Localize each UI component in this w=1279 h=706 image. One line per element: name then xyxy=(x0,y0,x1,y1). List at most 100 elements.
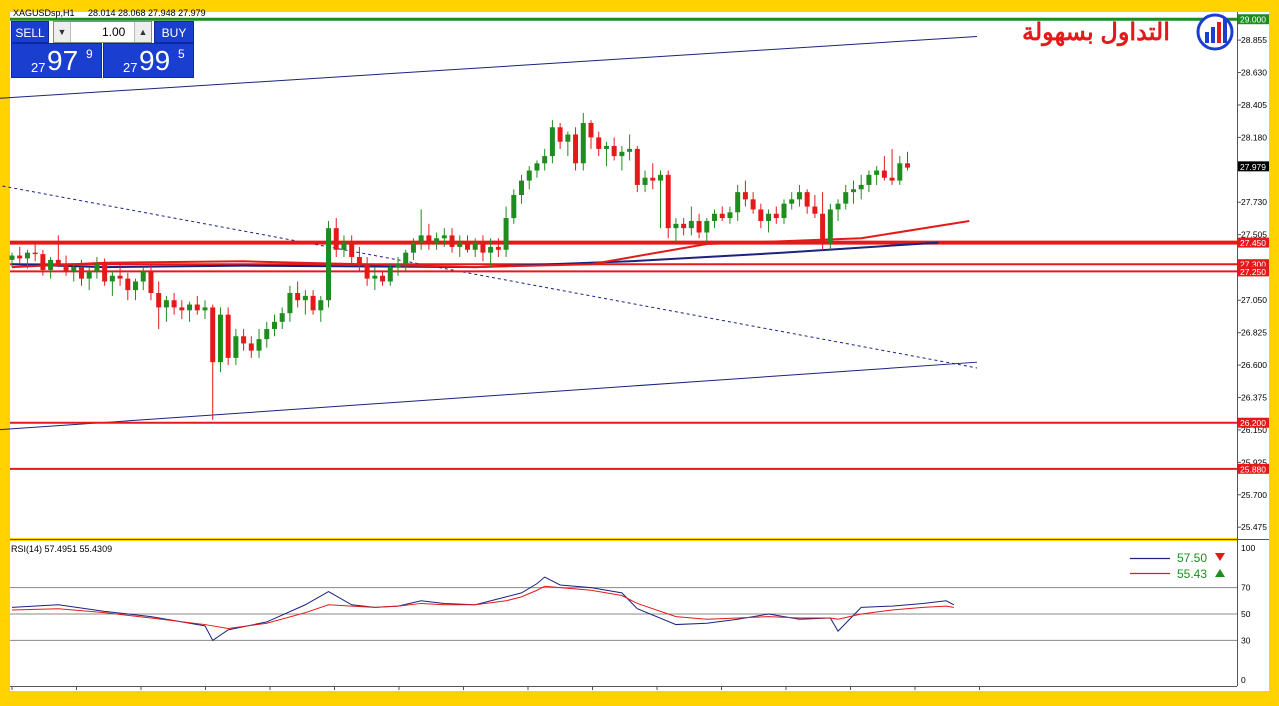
candle-body xyxy=(71,267,77,272)
buy-button[interactable]: BUY xyxy=(154,21,194,43)
candle-body xyxy=(156,293,162,308)
candle-body xyxy=(9,255,15,260)
candle-body xyxy=(333,228,339,250)
rsi-legend-signal-value: 55.43 xyxy=(1177,567,1207,581)
candle-body xyxy=(704,220,710,233)
candle-body xyxy=(441,235,447,239)
price-tick-label: 26.600 xyxy=(1241,360,1267,370)
level-price-tag xyxy=(1238,417,1269,428)
rsi-legend-main-value: 57.50 xyxy=(1177,551,1207,565)
candle-body xyxy=(619,151,625,157)
candle-body xyxy=(773,213,779,219)
candle-body xyxy=(287,293,293,314)
candle-body xyxy=(503,218,509,250)
candle-body xyxy=(796,192,802,200)
price-tick-label: 25.925 xyxy=(1241,457,1267,467)
candle-body xyxy=(403,252,409,265)
candle-body xyxy=(117,275,123,279)
lot-down-arrow-icon[interactable]: ▼ xyxy=(54,22,71,42)
candle-body xyxy=(889,177,895,181)
brand-logo: التداول بسهولة xyxy=(1020,10,1235,52)
candle-body xyxy=(758,209,764,221)
arrow-up-icon xyxy=(1215,569,1225,577)
candle-body xyxy=(727,212,733,219)
candle-body xyxy=(719,213,725,219)
level-price-label: 27.250 xyxy=(1240,267,1266,277)
candle-body xyxy=(187,304,193,311)
level-price-tag xyxy=(1238,14,1269,25)
price-tick-label: 28.855 xyxy=(1241,35,1267,45)
candle-body xyxy=(526,170,532,181)
candle-body xyxy=(418,235,424,243)
candle-body xyxy=(372,275,378,279)
rsi-signal-line xyxy=(11,585,954,630)
trend-line xyxy=(0,35,978,99)
sell-price-main: 97 xyxy=(47,45,79,76)
sell-price-sup: 9 xyxy=(86,47,93,61)
candle-body xyxy=(55,259,61,265)
candle-body xyxy=(140,271,146,282)
candle-body xyxy=(271,321,277,330)
candle-body xyxy=(588,122,594,138)
candle-body xyxy=(843,192,849,204)
candle-body xyxy=(356,256,362,265)
trend-line xyxy=(0,361,978,431)
candle-body xyxy=(202,307,208,311)
sell-price[interactable]: 27 97 9 xyxy=(11,43,102,78)
candle-body xyxy=(449,235,455,247)
candle-body xyxy=(596,137,602,149)
trend-line-dashed xyxy=(0,185,978,369)
candle-body xyxy=(480,242,486,253)
candle-body xyxy=(511,195,517,219)
candle-body xyxy=(233,336,239,358)
candle-body xyxy=(341,242,347,250)
candle-body xyxy=(78,267,84,279)
logo-text: التداول بسهولة xyxy=(1022,19,1170,47)
candle-body xyxy=(742,192,748,200)
candle-body xyxy=(426,235,432,243)
candle-body xyxy=(217,314,223,363)
candle-body xyxy=(495,246,501,250)
candle-body xyxy=(812,206,818,214)
symbol-label: XAGUSDsp,H1 xyxy=(13,8,75,18)
candle-body xyxy=(109,275,115,282)
candle-body xyxy=(874,170,880,175)
candle-body xyxy=(665,174,671,229)
candle-body xyxy=(210,307,216,363)
main-chart-area xyxy=(10,12,1237,538)
price-tick-label: 28.180 xyxy=(1241,132,1267,142)
candle-body xyxy=(86,271,92,279)
candle-body xyxy=(735,192,741,213)
candle-body xyxy=(712,213,718,221)
candle-body xyxy=(395,264,401,268)
level-price-tag xyxy=(1238,463,1269,474)
candle-body xyxy=(318,300,324,311)
candle-body xyxy=(781,203,787,219)
candle-body xyxy=(256,339,262,351)
lot-up-arrow-icon[interactable]: ▲ xyxy=(134,22,151,42)
candle-body xyxy=(611,146,617,157)
candle-body xyxy=(766,213,772,221)
price-tick-label: 26.825 xyxy=(1241,328,1267,338)
candle-body xyxy=(881,170,887,178)
sell-button[interactable]: SELL xyxy=(11,21,49,43)
candle-body xyxy=(241,336,247,344)
level-price-label: 29.000 xyxy=(1240,15,1266,25)
lot-size-input[interactable]: ▼ 1.00 ▲ xyxy=(53,21,152,43)
candle-body xyxy=(410,242,416,253)
moving-average-line xyxy=(11,219,970,269)
candle-body xyxy=(650,177,656,181)
rsi-tick-label: 50 xyxy=(1241,609,1251,619)
candle-body xyxy=(179,307,185,311)
price-axis-area xyxy=(1237,12,1269,686)
level-price-tag xyxy=(1238,266,1269,277)
candle-body xyxy=(380,275,386,282)
price-tick-label: 27.505 xyxy=(1241,230,1267,240)
candle-body xyxy=(434,238,440,243)
candle-body xyxy=(580,122,586,164)
level-price-label: 27.450 xyxy=(1240,238,1266,248)
buy-price[interactable]: 27 99 5 xyxy=(103,43,194,78)
time-scale xyxy=(11,686,980,690)
level-price-label: 27.300 xyxy=(1240,260,1266,270)
